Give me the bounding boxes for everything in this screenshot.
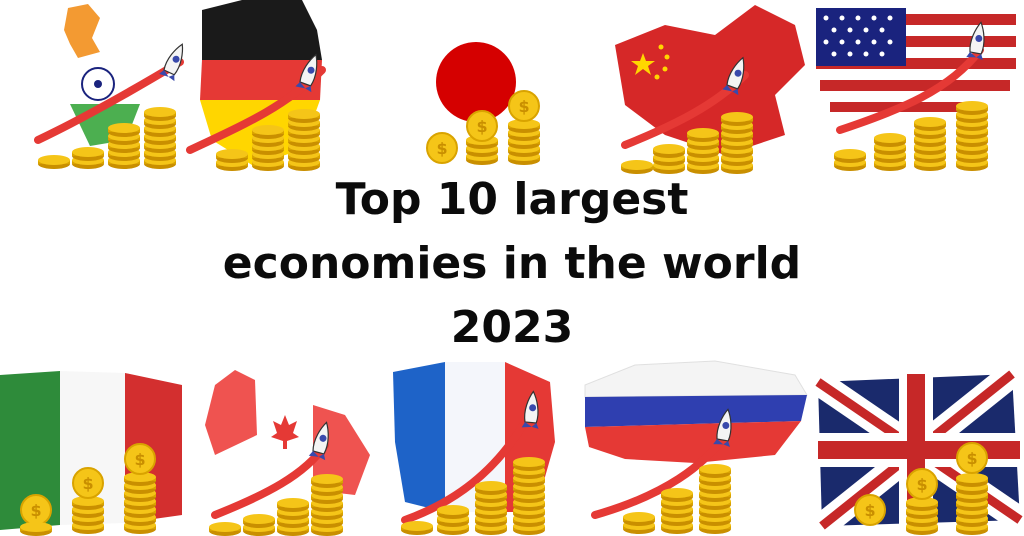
france-economy-illustration	[385, 362, 560, 536]
title-line-1: Top 10 largest	[335, 174, 689, 225]
title-line-3: 2023	[450, 302, 574, 353]
india-economy-illustration	[30, 0, 190, 175]
japan-economy-illustration	[420, 38, 550, 168]
germany-economy-illustration	[182, 0, 332, 175]
russia-economy-illustration	[575, 355, 810, 536]
united-states-economy-illustration	[810, 0, 1024, 175]
united-kingdom-economy-illustration	[812, 370, 1024, 536]
italy-economy-illustration	[0, 365, 190, 536]
page-title: Top 10 largest economies in the world 20…	[212, 168, 812, 360]
canada-economy-illustration	[195, 365, 380, 536]
china-economy-illustration	[605, 5, 815, 175]
title-line-2: economies in the world	[222, 238, 802, 289]
